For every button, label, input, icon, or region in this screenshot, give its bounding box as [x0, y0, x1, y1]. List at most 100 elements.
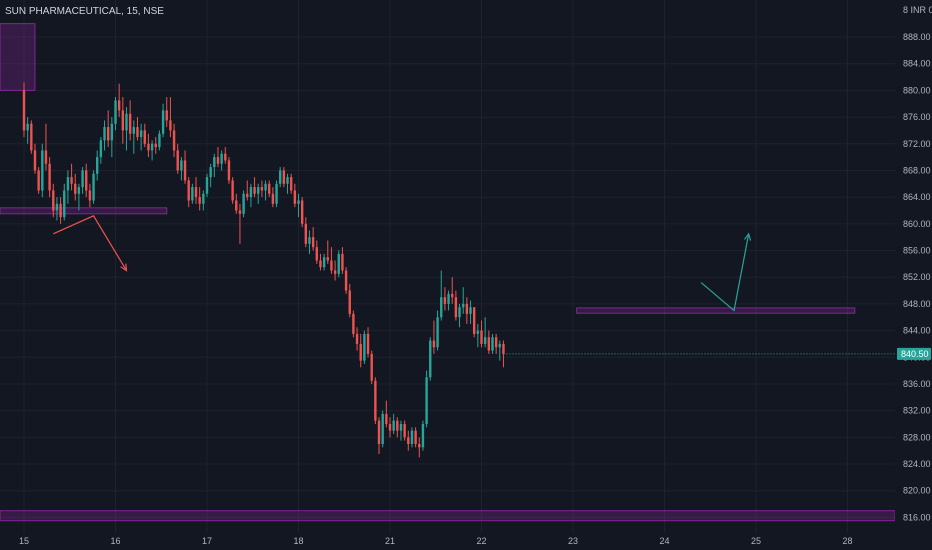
- candle-body: [202, 193, 205, 204]
- candle-body: [451, 293, 454, 298]
- candles: [22, 82, 505, 458]
- candle-body: [257, 187, 260, 194]
- price-tick-label: 856.00: [903, 246, 931, 256]
- candle-body: [289, 177, 293, 191]
- price-tick-label: 828.00: [903, 432, 931, 442]
- candle-body: [26, 123, 29, 131]
- price-tick-label: 820.00: [903, 486, 931, 496]
- candle-body: [348, 290, 351, 314]
- candle-body: [483, 337, 487, 344]
- candle-body: [465, 303, 469, 314]
- candle-body: [388, 423, 392, 431]
- candle-body: [480, 330, 483, 344]
- zone-rectangle[interactable]: [0, 207, 168, 215]
- candle-body: [268, 183, 271, 194]
- candle-body: [469, 307, 472, 314]
- candle-body: [253, 187, 256, 194]
- time-tick-label: 16: [110, 536, 120, 546]
- candle-body: [414, 430, 417, 444]
- candle-body: [381, 413, 384, 444]
- last-price-badge: [897, 347, 931, 360]
- candle-body: [85, 170, 88, 191]
- candle-body: [443, 297, 447, 304]
- candle-body: [311, 237, 315, 248]
- time-tick-label: 22: [476, 536, 486, 546]
- candle-body: [337, 253, 340, 274]
- candle-body: [125, 113, 128, 131]
- candle-body: [282, 170, 286, 184]
- candle-body: [238, 210, 242, 214]
- candle-body: [341, 253, 344, 271]
- price-tick-label: 832.00: [903, 406, 931, 416]
- candle-body: [410, 430, 414, 444]
- candle-body: [213, 157, 216, 168]
- time-tick-label: 18: [293, 536, 303, 546]
- candle-body: [491, 337, 494, 351]
- candle-body: [264, 183, 267, 191]
- candle-body: [216, 157, 220, 164]
- candle-body: [81, 170, 84, 188]
- time-tick-label: 28: [842, 536, 852, 546]
- candle-body: [198, 197, 201, 204]
- candle-body: [103, 127, 106, 141]
- candle-body: [227, 160, 231, 181]
- candle-body: [300, 200, 304, 224]
- price-tick-label: 864.00: [903, 192, 931, 202]
- price-tick-label: 884.00: [903, 59, 931, 69]
- candle-body: [220, 153, 223, 164]
- candle-body: [385, 413, 388, 424]
- candle-body: [187, 180, 190, 201]
- candle-body: [359, 343, 362, 361]
- candle-body: [205, 177, 209, 194]
- candle-body: [117, 100, 121, 111]
- price-tick-label: 860.00: [903, 219, 931, 229]
- price-tick-label: 888.00: [903, 32, 931, 42]
- candle-body: [224, 153, 227, 161]
- candle-body: [63, 190, 66, 218]
- arrow-head: [120, 263, 128, 272]
- zone-rectangle[interactable]: [0, 23, 36, 91]
- candle-body: [242, 193, 245, 214]
- candle-body: [293, 190, 297, 204]
- zone-rectangle[interactable]: [0, 510, 896, 522]
- candle-body: [407, 437, 410, 444]
- arrow-path[interactable]: [700, 233, 750, 312]
- price-tick-label: 816.00: [903, 512, 931, 522]
- candle-body: [110, 123, 114, 141]
- candle-body: [22, 90, 26, 131]
- currency-prefix: 8: [903, 5, 911, 15]
- candle-body: [355, 333, 359, 344]
- candle-body: [429, 340, 432, 378]
- candle-body: [333, 270, 337, 274]
- currency-label: 8 INR 0: [903, 5, 932, 15]
- candle-body: [114, 100, 117, 124]
- currency-unit: INR: [911, 5, 927, 15]
- candle-body: [319, 260, 322, 268]
- price-axis-bg: [895, 0, 932, 535]
- candle-body: [472, 307, 476, 334]
- candle-body: [330, 260, 333, 271]
- price-tick-label: 868.00: [903, 165, 931, 175]
- candle-body: [30, 123, 33, 151]
- price-tick-label: 844.00: [903, 326, 931, 336]
- candle-body: [326, 257, 329, 261]
- arrow-path[interactable]: [53, 215, 127, 271]
- time-axis[interactable]: 15 16 17 18 21 22 23 24 25 28: [0, 533, 932, 550]
- candle-body: [399, 423, 403, 431]
- candle-body: [52, 190, 55, 211]
- price-axis[interactable]: 816.00 820.00 824.00 828.00 832.00 836.00 840.…: [895, 0, 932, 535]
- time-tick-label: 15: [19, 536, 29, 546]
- candle-body: [487, 337, 491, 351]
- candle-body: [502, 343, 505, 354]
- candle-body: [297, 200, 300, 204]
- candle-body: [304, 223, 308, 244]
- candle-body: [396, 420, 399, 431]
- time-tick-label: 17: [202, 536, 212, 546]
- zone-rectangle[interactable]: [576, 307, 856, 314]
- time-tick-label: 24: [659, 536, 669, 546]
- candle-body: [498, 343, 501, 348]
- grid: [0, 0, 895, 533]
- candle-body: [209, 167, 212, 178]
